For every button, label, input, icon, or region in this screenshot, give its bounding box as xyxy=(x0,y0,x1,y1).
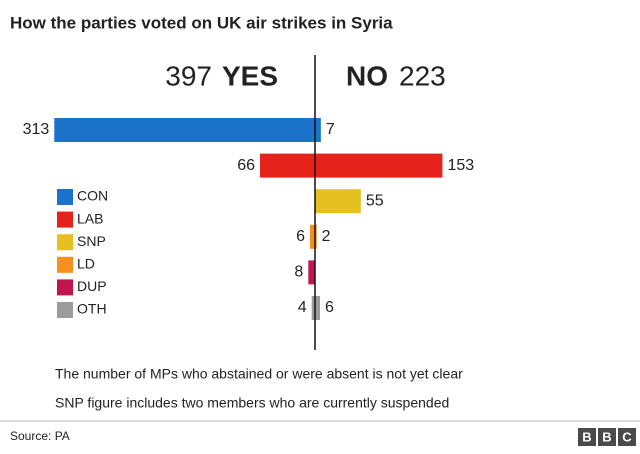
value-label: 66 xyxy=(237,157,255,174)
logo-box xyxy=(578,428,596,446)
legend-label: OTH xyxy=(77,301,107,317)
logo-box xyxy=(618,428,636,446)
value-label: 2 xyxy=(322,228,331,245)
bar-no xyxy=(315,153,443,178)
legend-swatch xyxy=(57,211,73,228)
legend-swatch xyxy=(57,279,73,296)
logo-box xyxy=(598,428,616,446)
logo-letter: B xyxy=(602,429,611,444)
note: The number of MPs who abstained or were … xyxy=(55,366,463,382)
legend-swatch xyxy=(57,189,73,205)
note: SNP figure includes two members who are … xyxy=(55,395,449,411)
legend-label: LD xyxy=(77,256,95,272)
bar-yes xyxy=(54,118,316,142)
legend-swatch xyxy=(57,234,73,251)
no-total: 223 xyxy=(399,60,446,91)
legend-label: DUP xyxy=(77,278,107,294)
value-label: 7 xyxy=(326,121,335,138)
chart-title: How the parties voted on UK air strikes … xyxy=(10,13,393,32)
legend-label: CON xyxy=(77,188,108,204)
value-label: 313 xyxy=(23,121,50,138)
bar-yes xyxy=(310,224,315,249)
legend-label: SNP xyxy=(77,233,106,249)
value-label: 6 xyxy=(296,228,305,245)
bar-yes xyxy=(311,296,315,320)
value-label: 6 xyxy=(325,299,334,316)
bar-no xyxy=(315,296,320,320)
legend-label: LAB xyxy=(77,210,103,226)
bar-yes xyxy=(308,260,315,285)
value-label: 4 xyxy=(298,299,307,316)
legend-swatch xyxy=(57,302,73,318)
value-label: 55 xyxy=(366,192,384,209)
value-label: 153 xyxy=(447,157,474,174)
logo-letter: C xyxy=(622,429,632,444)
no-heading: NO xyxy=(346,60,388,91)
bar-yes xyxy=(260,153,315,178)
yes-total: 397 xyxy=(165,60,212,91)
bar-no xyxy=(315,118,321,142)
bar-no xyxy=(315,224,317,249)
value-label: 8 xyxy=(294,264,303,281)
bar-no xyxy=(315,189,361,214)
legend-swatch xyxy=(57,256,73,273)
logo-letter: B xyxy=(582,429,591,444)
yes-heading: YES xyxy=(222,60,278,91)
source: Source: PA xyxy=(10,429,70,443)
